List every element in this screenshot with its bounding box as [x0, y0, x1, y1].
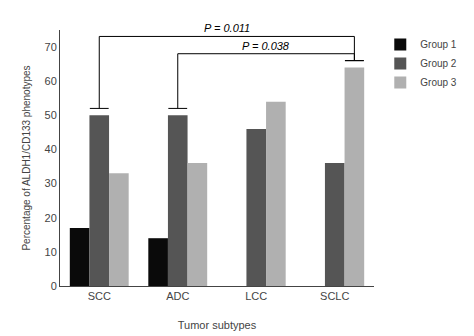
svg-text:60: 60 — [45, 75, 57, 87]
svg-text:Group 2: Group 2 — [420, 58, 457, 69]
svg-text:20: 20 — [45, 212, 57, 224]
svg-text:0: 0 — [51, 280, 57, 292]
svg-text:P = 0.038: P = 0.038 — [242, 40, 290, 52]
svg-text:50: 50 — [45, 109, 57, 121]
svg-text:Percentage of ALDH1/CD133 phen: Percentage of ALDH1/CD133 phenotypes — [21, 65, 32, 250]
svg-text:SCC: SCC — [88, 290, 111, 302]
svg-text:SCLC: SCLC — [320, 290, 349, 302]
svg-text:LCC: LCC — [245, 290, 267, 302]
svg-text:Group 1: Group 1 — [420, 39, 457, 50]
svg-text:70: 70 — [45, 41, 57, 53]
svg-text:P = 0.011: P = 0.011 — [204, 22, 250, 34]
svg-text:Group 3: Group 3 — [420, 77, 457, 88]
svg-text:10: 10 — [45, 246, 57, 258]
svg-text:30: 30 — [45, 177, 57, 189]
svg-text:Tumor subtypes: Tumor subtypes — [178, 319, 257, 331]
svg-text:ADC: ADC — [166, 290, 189, 302]
svg-text:40: 40 — [45, 143, 57, 155]
